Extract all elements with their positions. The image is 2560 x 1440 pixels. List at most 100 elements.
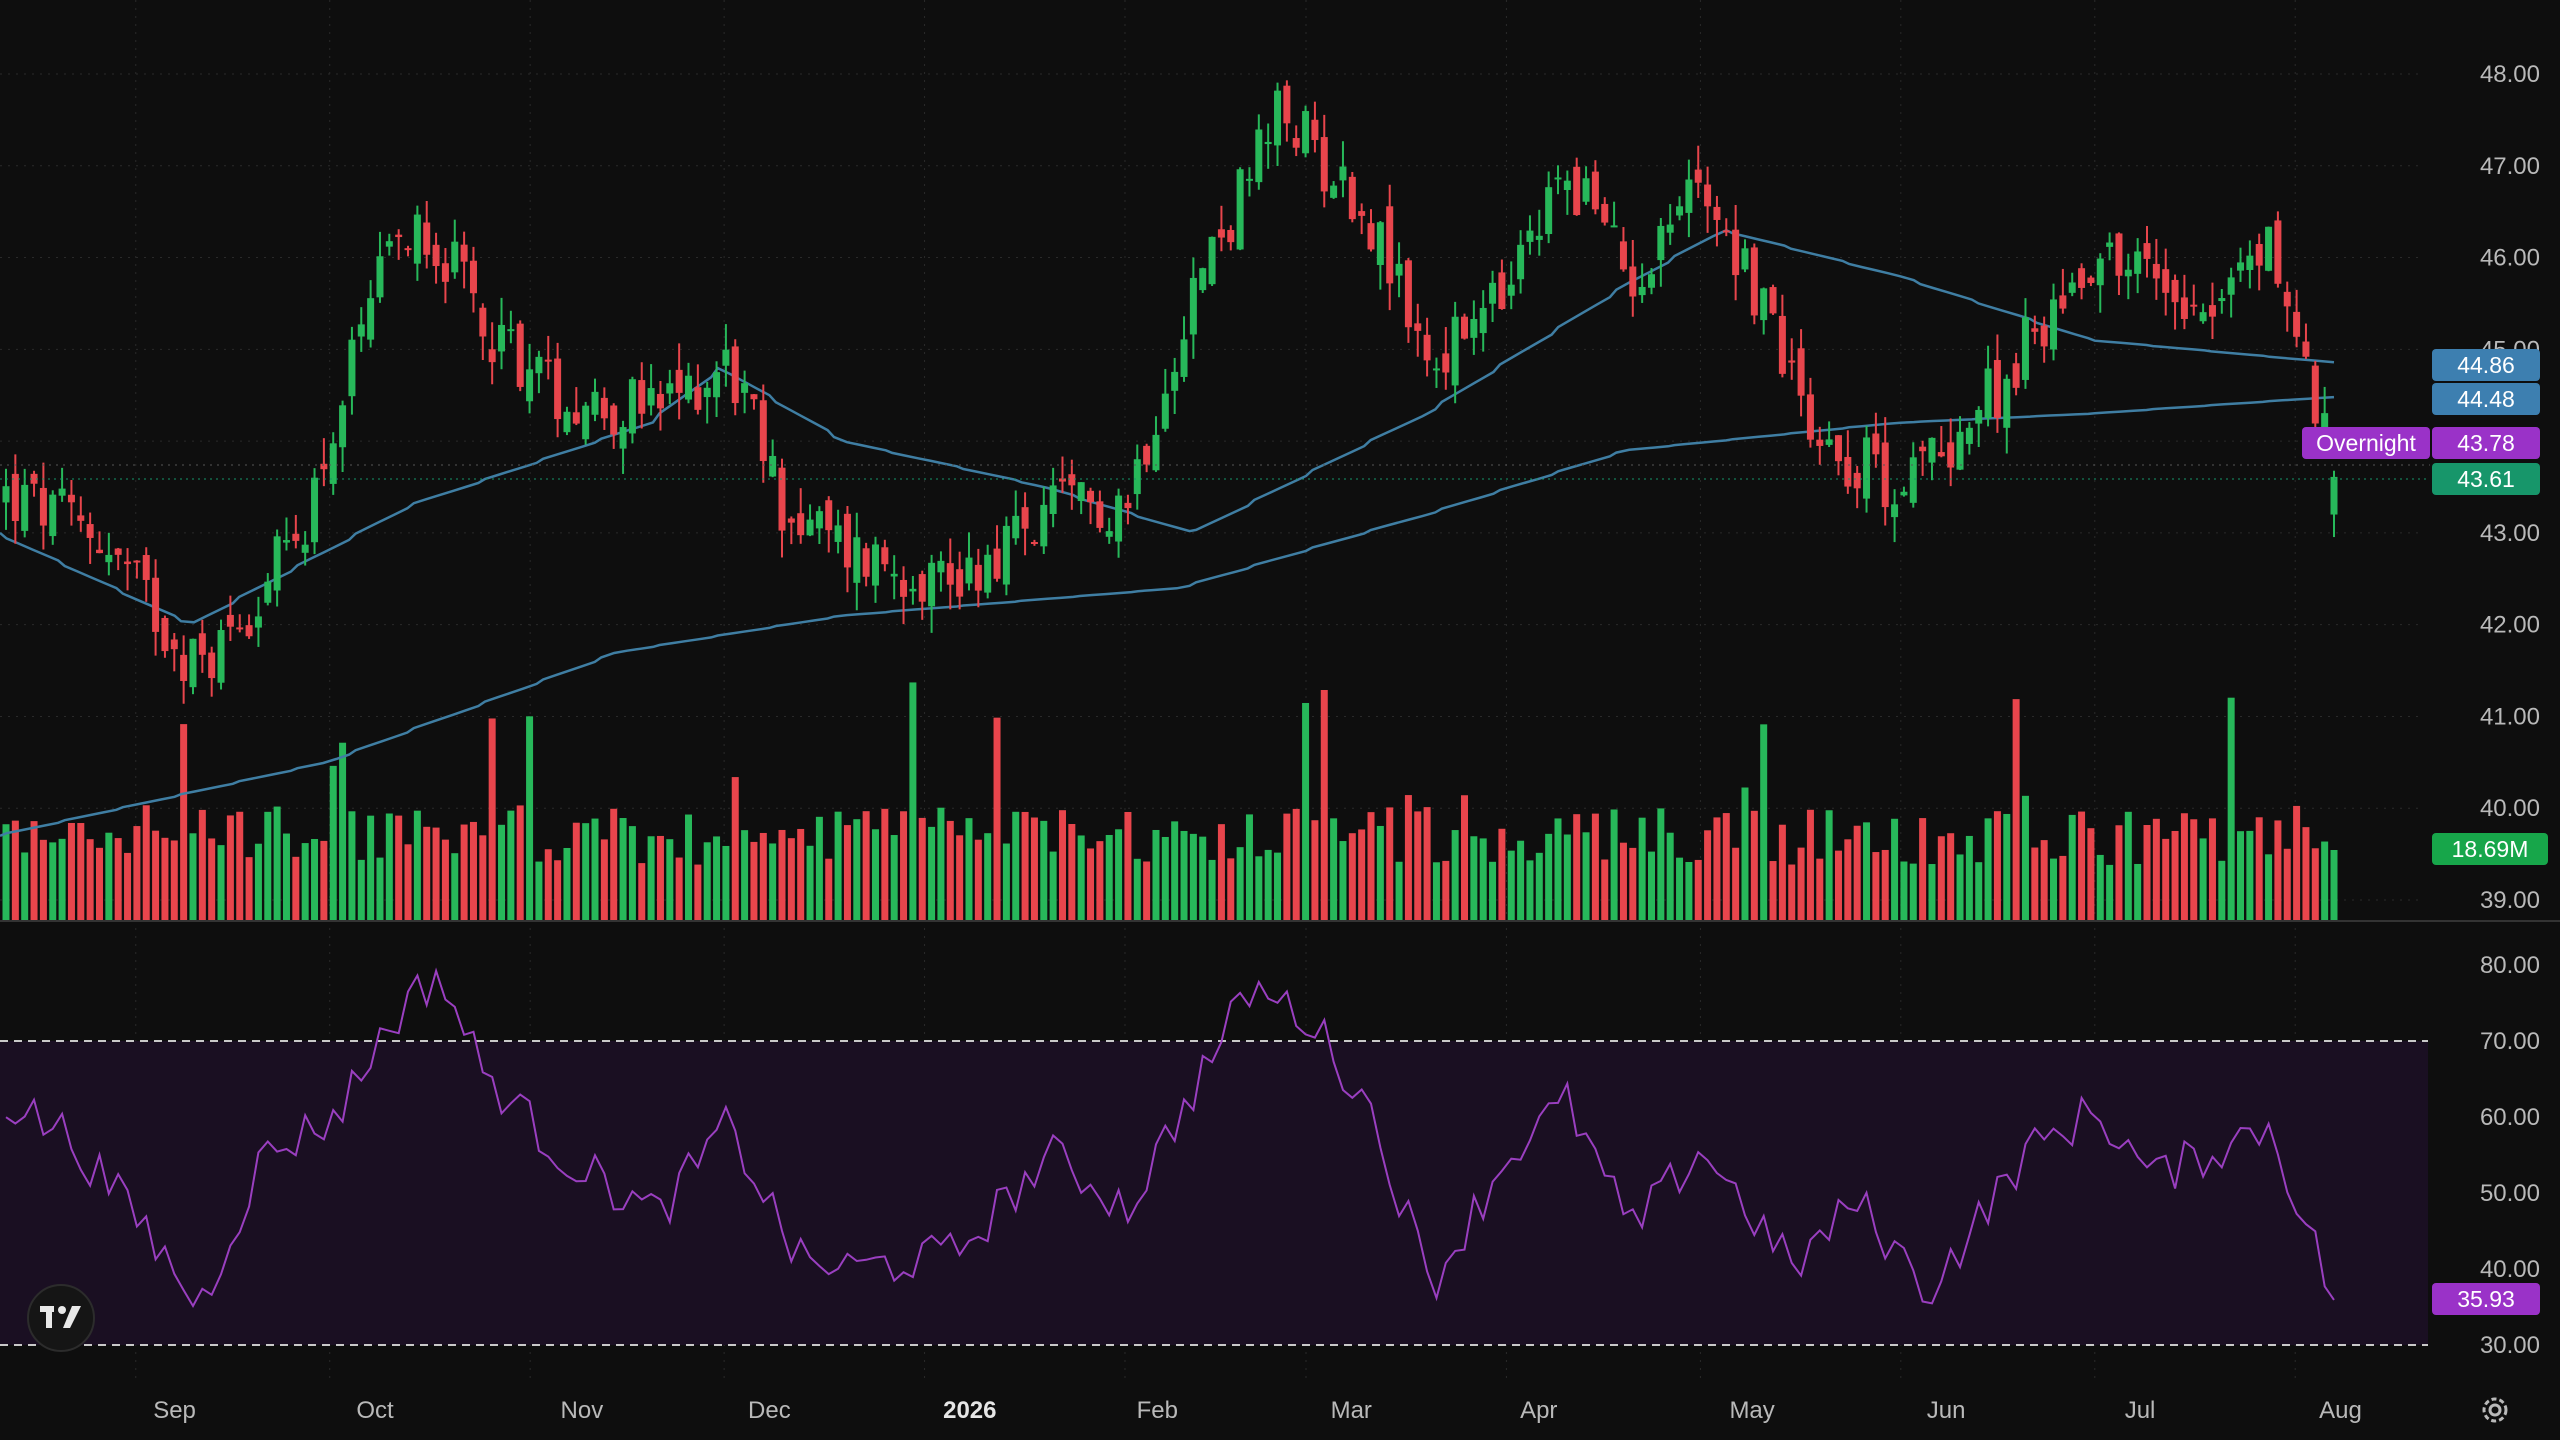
candle-body	[1694, 169, 1702, 183]
volume-bar	[2040, 840, 2048, 920]
candle-body	[1601, 203, 1609, 223]
volume-bar	[610, 808, 618, 920]
candle-body	[815, 511, 823, 529]
candle-body	[479, 307, 487, 337]
candle	[1582, 166, 1590, 205]
candle-body	[516, 323, 524, 387]
candle	[2227, 267, 2235, 318]
volume-bar	[1021, 811, 1029, 920]
volume-bar	[647, 836, 655, 920]
candle-body	[11, 473, 19, 522]
candle	[1816, 426, 1824, 465]
candle	[1872, 412, 1880, 468]
candle-body	[769, 455, 777, 477]
candle	[871, 536, 879, 603]
candle-body	[2302, 341, 2310, 357]
candle	[526, 343, 534, 414]
candle-body	[1049, 485, 1057, 515]
volume-bar	[441, 839, 449, 920]
candle	[1311, 101, 1319, 153]
candle-body	[1002, 525, 1010, 585]
candle	[2171, 274, 2179, 330]
candle-body	[1180, 339, 1188, 377]
volume-bar	[1498, 828, 1506, 920]
volume-bar	[2031, 847, 2039, 920]
volume-bar	[1517, 840, 1525, 920]
volume-bar	[946, 820, 954, 920]
candle	[273, 529, 281, 607]
candle	[900, 566, 908, 625]
volume-bar	[750, 841, 758, 920]
volume-bar	[1451, 830, 1459, 920]
volume-bar	[124, 852, 132, 920]
candle-body	[675, 369, 683, 393]
candle	[1610, 201, 1618, 228]
candle-body	[1507, 284, 1515, 296]
price-tick-label: 47.00	[2480, 153, 2540, 180]
volume-bar	[862, 811, 870, 920]
candle	[1255, 114, 1263, 190]
candle	[675, 343, 683, 420]
candle-body	[1825, 439, 1833, 445]
candle	[133, 560, 141, 579]
volume-bar	[1750, 810, 1758, 920]
candle	[1563, 170, 1571, 215]
candle-body	[1432, 368, 1440, 371]
candle	[385, 233, 393, 256]
tradingview-logo-icon[interactable]	[27, 1284, 95, 1352]
candle-body	[956, 569, 964, 597]
candle-body	[1479, 307, 1487, 334]
time-tick-label: Sep	[153, 1397, 196, 1424]
volume-bar	[1582, 832, 1590, 920]
candle	[1339, 141, 1347, 198]
candle-body	[1124, 502, 1132, 509]
candle	[1647, 268, 1655, 295]
candle-body	[1330, 185, 1338, 198]
candle-body	[217, 630, 225, 683]
gear-icon[interactable]	[2482, 1397, 2508, 1423]
candle	[1573, 157, 1581, 216]
volume-bar	[86, 839, 94, 920]
candle	[1984, 345, 1992, 427]
candle-body	[67, 494, 75, 503]
candle	[1825, 421, 1833, 448]
volume-bar	[572, 822, 580, 920]
candle	[1694, 145, 1702, 198]
candle	[1012, 490, 1020, 545]
candle	[142, 547, 150, 602]
candle	[245, 614, 253, 639]
candle	[928, 554, 936, 633]
candle-body	[600, 397, 608, 419]
candle-body	[1489, 282, 1497, 304]
candle	[77, 496, 85, 532]
volume-bar	[395, 815, 403, 920]
candle	[49, 490, 57, 545]
volume-bar	[1348, 833, 1356, 920]
candle	[563, 406, 571, 436]
volume-bar	[554, 860, 562, 920]
candle-body	[1517, 244, 1525, 280]
candle	[554, 342, 562, 438]
volume-bar	[956, 835, 964, 920]
candle-body	[114, 548, 122, 555]
candle	[722, 324, 730, 387]
volume-bar	[413, 810, 421, 920]
candle	[507, 310, 515, 344]
candle	[2190, 284, 2198, 316]
candle-body	[1909, 457, 1917, 503]
candlesticks	[2, 80, 2338, 704]
candle	[1891, 489, 1899, 543]
candle	[441, 248, 449, 304]
candle-body	[320, 463, 328, 470]
candle	[1058, 456, 1066, 493]
candle	[1750, 243, 1758, 325]
candle	[647, 364, 655, 416]
candle-body	[30, 473, 38, 484]
candle-body	[1274, 90, 1282, 146]
candle	[834, 509, 842, 554]
candle-body	[1573, 166, 1581, 216]
volume-bar	[600, 839, 608, 920]
volume-bar	[666, 839, 674, 920]
candle	[479, 303, 487, 360]
